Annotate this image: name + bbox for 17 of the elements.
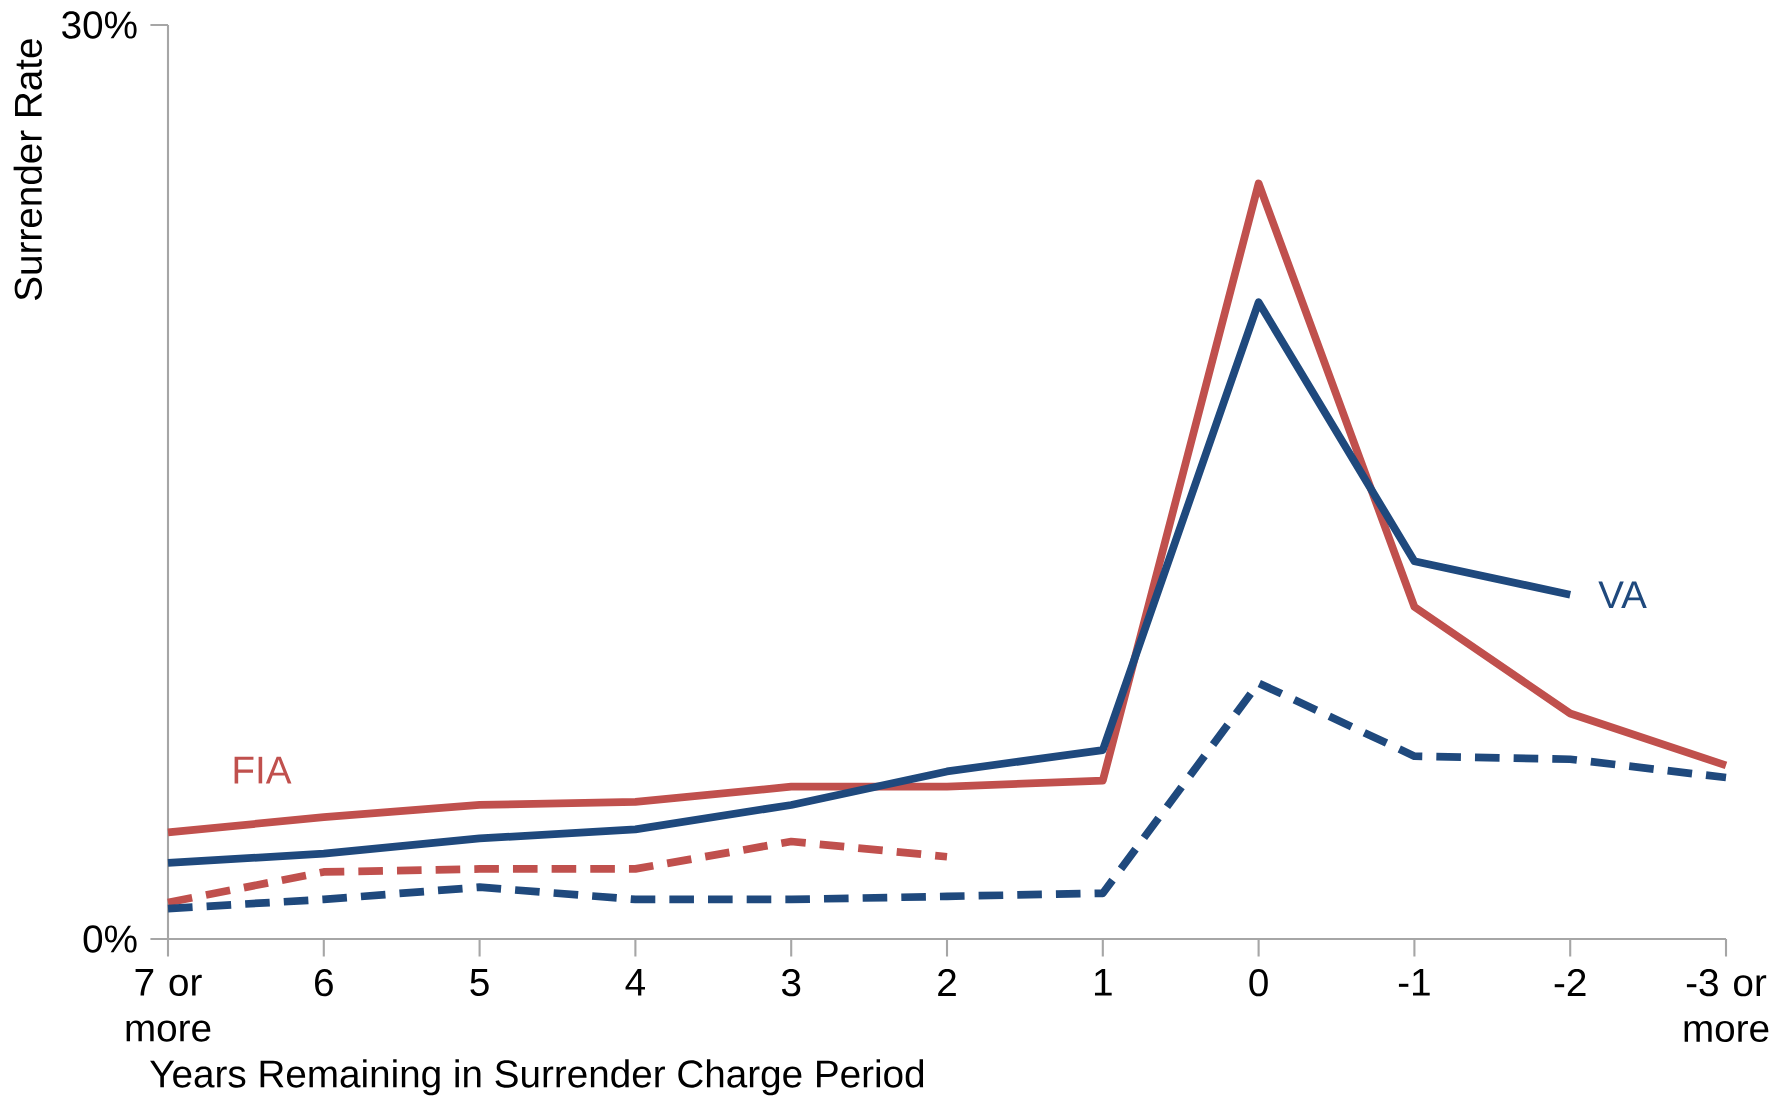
x-tick-label: 5	[470, 969, 489, 996]
x-tick-label: 2	[938, 969, 956, 996]
x-tick-label: 1	[1094, 969, 1112, 996]
x-tick-label: -2	[1554, 969, 1586, 996]
x-tick-label: 4	[625, 969, 645, 996]
x-tick-label: 7 or more	[126, 969, 211, 1042]
x-axis-title: Years Remaining in Surrender Charge Period	[150, 1059, 924, 1096]
y-axis-title: Surrender Rate	[13, 39, 42, 300]
series-label: FIA	[234, 756, 292, 784]
x-tick-label: 3	[781, 969, 801, 997]
x-tick-label: -3 or more	[1684, 969, 1769, 1043]
x-tick-label: -1	[1398, 969, 1430, 996]
y-tick-label: 0%	[83, 925, 137, 953]
series-label: VA	[1598, 581, 1647, 609]
x-tick-label: 0	[1249, 969, 1268, 997]
y-tick-label: 30%	[62, 11, 137, 39]
x-tick-label: 6	[315, 969, 333, 997]
